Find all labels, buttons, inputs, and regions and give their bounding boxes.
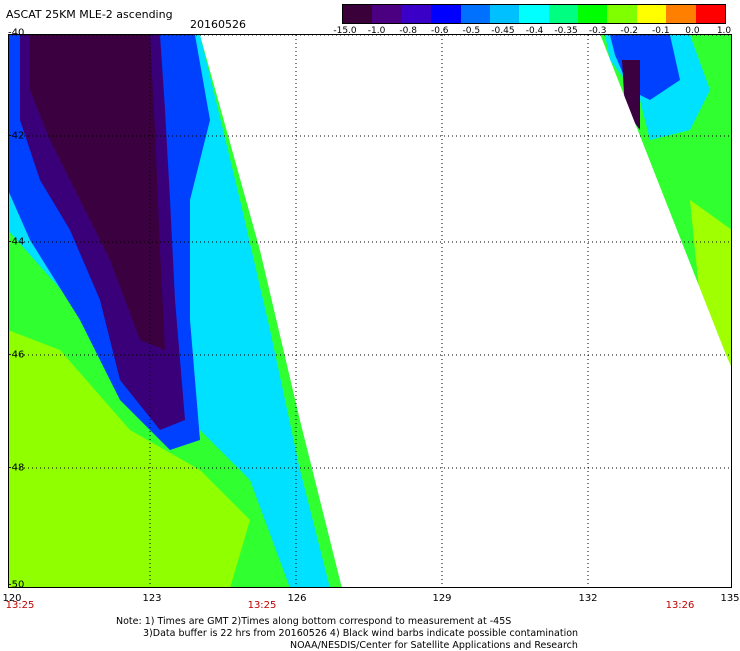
swath-right-purple [622,60,640,130]
lon-label: 132 [578,593,598,604]
time-label: 13:25 [5,600,35,611]
colorbar-segment [666,5,697,23]
colorbar-segment [401,5,432,23]
lon-label: 135 [720,593,740,604]
map-frame [8,34,732,588]
gridlines [8,34,732,588]
colorbar-segment [607,5,638,23]
note-line-2: 3)Data buffer is 22 hrs from 20160526 4)… [143,628,579,639]
lon-label: 123 [142,593,162,604]
colorbar-segment [343,5,373,23]
colorbar-tick-label: -0.8 [399,26,417,36]
note-line-3: NOAA/NESDIS/Center for Satellite Applica… [290,640,578,651]
colorbar-tick-label: -1.0 [367,26,386,36]
product-title: ASCAT 25KM MLE-2 ascending [6,8,173,21]
colorbar-tick-label: -0.3 [588,26,607,36]
colorbar-tick-label: -0.2 [620,26,639,36]
note-line-1: Note: 1) Times are GMT 2)Times along bot… [116,616,512,627]
lat-label: -42 [8,130,25,142]
lon-label: 129 [432,593,452,604]
colorbar-segment [519,5,550,23]
time-label: 13:26 [665,600,695,611]
colorbar-segment [578,5,608,23]
lat-label: -50 [8,579,25,591]
colorbar [342,4,726,24]
lon-label: 126 [287,593,307,604]
colorbar-segment [460,5,491,23]
colorbar-tick-label: -0.35 [554,26,578,36]
colorbar-tick-label: 0.0 [685,26,700,36]
lat-label: -48 [8,462,25,474]
swath-left-dark [30,35,165,350]
colorbar-segment [548,5,579,23]
swath-gap [200,34,732,588]
colorbar-segment [695,5,726,23]
swath-left-lime [8,330,250,588]
colorbar-segment [431,5,462,23]
colorbar-tick-label: -0.5 [462,26,481,36]
lon-label: 120 [2,593,22,604]
lat-label: -44 [8,236,25,248]
colorbar-segment [372,5,403,23]
colorbar-segment [636,5,667,23]
colorbar-tick-label: -15.0 [333,26,357,36]
colorbar-tick-label: -0.45 [491,26,515,36]
lat-label: -40 [8,27,25,39]
colorbar-tick-label: -0.6 [430,26,449,36]
time-label: 13:25 [247,600,277,611]
product-date: 20160526 [190,18,246,31]
colorbar-tick-label: 1.0 [716,26,732,36]
colorbar-tick-label: -0.1 [652,26,670,36]
colorbar-tick-label: -0.4 [525,26,544,36]
colorbar-segment [489,5,520,23]
lat-label: -46 [8,349,25,361]
